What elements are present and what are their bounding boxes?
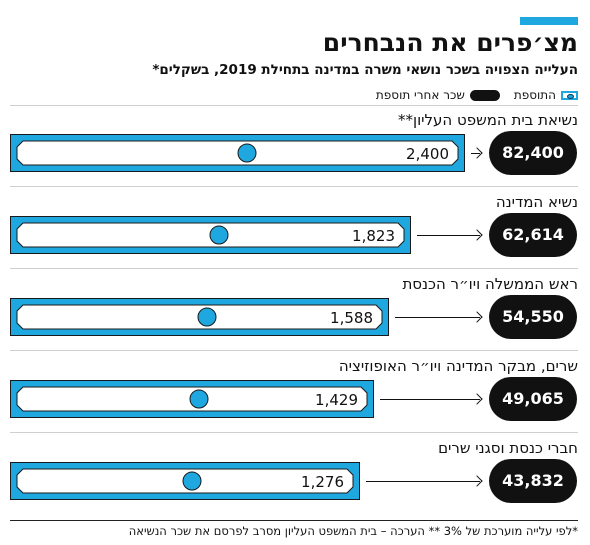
- raise-value-label: 2,400: [406, 145, 449, 163]
- salary-pill: 43,832: [489, 459, 577, 503]
- legend-item-raise: התוספת: [514, 87, 578, 103]
- legend-salary-label: שכר אחרי תוספת: [375, 88, 465, 102]
- raise-value-label: 1,823: [352, 227, 395, 245]
- page-subtitle: העלייה הצפויה בשכר נושאי משרה במדינה בתח…: [152, 62, 578, 78]
- legend-raise-label: התוספת: [513, 88, 556, 102]
- bill-coin: [182, 471, 202, 491]
- bill-coin: [237, 143, 257, 163]
- row-divider: [10, 432, 578, 433]
- salary-pill: 62,614: [489, 213, 577, 257]
- bottom-divider: [10, 520, 578, 521]
- legend: התוספת שכר אחרי תוספת: [362, 87, 578, 103]
- raise-bar: 1,823: [10, 216, 411, 254]
- category-label: ראש הממשלה ויו״ר הכנסת: [402, 275, 578, 293]
- salary-pill: 54,550: [489, 295, 577, 339]
- category-label: שרים, מבקר המדינה ויו״ר האופוזיציה: [338, 357, 578, 375]
- raise-value-label: 1,276: [301, 473, 344, 491]
- pill-icon: [469, 89, 500, 101]
- footnote: *לפי עלייה מוערכת של 3% ** הערכה – בית ה…: [128, 524, 578, 538]
- bill-coin: [189, 389, 209, 409]
- arrow-icon: [395, 317, 480, 318]
- raise-bar: 1,276: [10, 462, 360, 500]
- raise-bar: 2,400: [10, 134, 465, 172]
- bill-coin: [209, 225, 229, 245]
- category-label: חברי כנסת וסגני שרים: [438, 439, 578, 457]
- raise-bar: 1,429: [10, 380, 374, 418]
- bill-coin: [197, 307, 217, 327]
- banknote-icon: [561, 90, 578, 100]
- arrow-icon: [380, 399, 480, 400]
- salary-pill: 82,400: [489, 131, 577, 175]
- category-label: נשיאת בית המשפט העליון**: [397, 111, 578, 129]
- divider: [10, 105, 578, 106]
- raise-value-label: 1,588: [330, 309, 373, 327]
- category-label: נשיא המדינה: [495, 193, 578, 211]
- page-title: מצ׳פרים את הנבחרים: [322, 28, 578, 57]
- row-divider: [10, 350, 578, 351]
- arrow-icon: [471, 153, 480, 154]
- arrow-icon: [417, 235, 480, 236]
- raise-bar: 1,588: [10, 298, 389, 336]
- accent-bar: [520, 17, 578, 25]
- salary-pill: 49,065: [489, 377, 577, 421]
- row-divider: [10, 186, 578, 187]
- legend-item-salary: שכר אחרי תוספת: [376, 87, 500, 103]
- arrow-icon: [366, 481, 480, 482]
- row-divider: [10, 268, 578, 269]
- raise-value-label: 1,429: [315, 391, 358, 409]
